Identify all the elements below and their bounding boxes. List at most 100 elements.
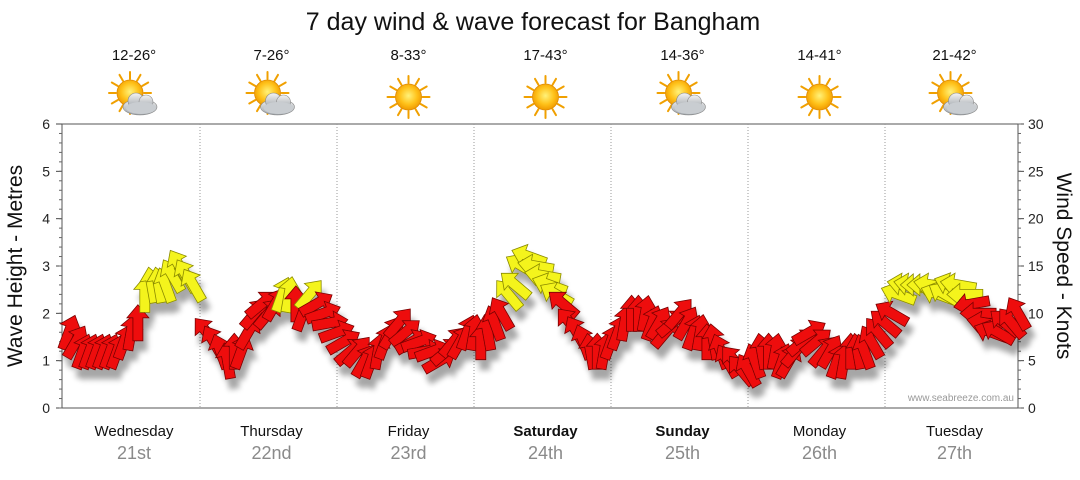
cloud-fill <box>674 102 705 114</box>
sun-ray <box>939 73 945 82</box>
right-axis: 0 5 10 15 20 25 30 <box>1018 116 1044 416</box>
sun-ray <box>248 81 257 87</box>
temp-range: 17-43° <box>523 47 567 64</box>
sun-ray <box>800 85 809 91</box>
sun-ray <box>825 77 831 86</box>
day-date: 25th <box>665 443 700 463</box>
wind-arrow <box>180 268 207 304</box>
day-grid-lines <box>199 124 886 408</box>
right-tick-label: 15 <box>1028 258 1044 274</box>
day-date: 26th <box>802 443 837 463</box>
sun-ray <box>534 108 540 117</box>
partly-cloudy-icon <box>108 71 158 116</box>
sun-ray <box>931 99 940 105</box>
day-date: 21st <box>117 443 151 463</box>
temp-range: 14-36° <box>660 47 704 64</box>
temp-range: 8-33° <box>390 47 426 64</box>
sun-disc <box>532 83 559 111</box>
day-name: Friday <box>388 423 430 440</box>
left-axis: 0 1 2 3 4 5 6 <box>42 116 62 416</box>
day-date: 23rd <box>390 443 426 463</box>
weather-icons <box>108 71 978 119</box>
sun-ray <box>808 108 814 117</box>
sun-ray <box>397 108 403 117</box>
sun-ray <box>551 108 557 117</box>
sun-ray <box>256 104 262 113</box>
sun-ray <box>414 77 420 86</box>
sunny-icon <box>523 75 568 119</box>
sun-ray <box>419 85 428 91</box>
day-date: 24th <box>528 443 563 463</box>
left-tick-label: 4 <box>42 211 50 227</box>
left-tick-label: 2 <box>42 305 50 321</box>
left-tick-label: 1 <box>42 353 50 369</box>
day-labels: Wednesday 21st Thursday 22nd Friday 23rd Satur… <box>95 423 984 463</box>
wind-arrow <box>488 297 516 332</box>
right-tick-label: 0 <box>1028 400 1036 416</box>
cloud-fill <box>263 102 294 114</box>
sun-ray <box>830 103 839 109</box>
left-tick-label: 0 <box>42 400 50 416</box>
sun-ray <box>808 77 814 86</box>
cloud <box>260 92 295 116</box>
wind-arrows <box>57 243 1032 389</box>
sunny-icon <box>797 75 842 119</box>
cloud-fill <box>946 102 977 114</box>
temp-range: 21-42° <box>932 47 976 64</box>
sun-ray <box>273 73 279 82</box>
sun-ray <box>389 85 398 91</box>
sun-ray <box>931 81 940 87</box>
day-name: Monday <box>793 423 847 440</box>
right-tick-label: 10 <box>1028 305 1044 321</box>
day-name: Wednesday <box>95 423 174 440</box>
sun-ray <box>256 73 262 82</box>
sun-disc <box>806 83 833 111</box>
wind-arrow <box>1005 297 1032 332</box>
cloud <box>943 92 978 116</box>
sun-ray <box>534 77 540 86</box>
cloud-fill <box>126 102 156 114</box>
sun-ray <box>939 104 945 113</box>
left-tick-label: 5 <box>42 163 50 179</box>
sun-ray <box>956 73 962 82</box>
left-tick-label: 3 <box>42 258 50 274</box>
day-name: Tuesday <box>926 423 983 440</box>
sun-ray <box>556 103 565 109</box>
sun-ray <box>118 104 124 113</box>
day-name: Sunday <box>655 423 710 440</box>
sun-ray <box>830 85 839 91</box>
sun-ray <box>141 81 150 87</box>
day-date: 22nd <box>251 443 291 463</box>
day-name: Saturday <box>513 423 578 440</box>
sunny-icon <box>386 75 431 119</box>
right-tick-label: 20 <box>1028 211 1044 227</box>
left-tick-label: 6 <box>42 116 50 132</box>
sun-ray <box>526 85 535 91</box>
wind-arrow <box>126 304 150 342</box>
watermark: www.seabreeze.com.au <box>907 393 1014 404</box>
sun-ray <box>659 99 668 105</box>
temp-range: 7-26° <box>253 47 289 64</box>
temp-range: 12-26° <box>112 47 156 64</box>
sun-ray <box>110 81 119 87</box>
temp-range: 14-41° <box>797 47 841 64</box>
cloud <box>122 92 158 116</box>
sun-ray <box>825 108 831 117</box>
left-axis-title: Wave Height - Metres <box>4 165 27 367</box>
sun-ray <box>659 81 668 87</box>
partly-cloudy-icon <box>656 71 706 116</box>
sun-ray <box>684 73 690 82</box>
sun-ray <box>248 99 257 105</box>
sun-ray <box>961 81 970 87</box>
sun-ray <box>419 103 428 109</box>
sun-ray <box>136 73 142 82</box>
sun-ray <box>556 85 565 91</box>
sun-ray <box>389 103 398 109</box>
partly-cloudy-icon <box>928 71 978 116</box>
sun-ray <box>110 99 119 105</box>
day-name: Thursday <box>240 423 303 440</box>
sun-ray <box>397 77 403 86</box>
cloud <box>671 92 706 116</box>
